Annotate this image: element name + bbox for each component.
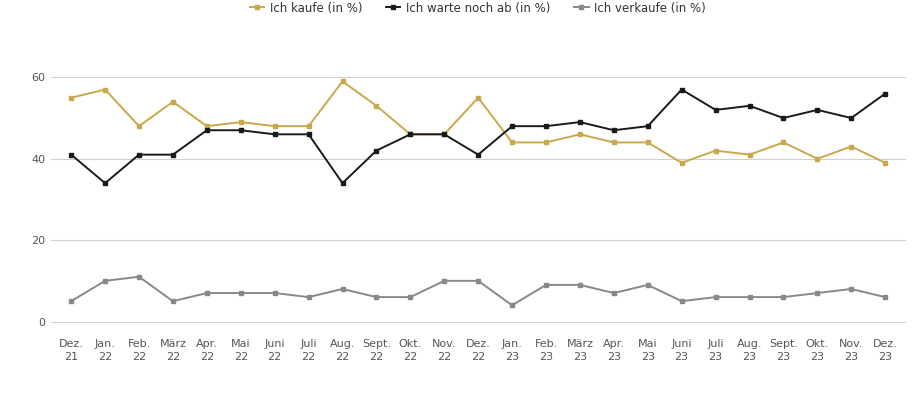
Ich kaufe (in %) — [371, 103, 382, 108]
Ich warte noch ab (in %) — [439, 132, 450, 137]
Ich kaufe (in %) — [744, 152, 755, 157]
Ich kaufe (in %) — [66, 95, 77, 100]
Ich kaufe (in %) — [473, 95, 484, 100]
Ich warte noch ab (in %) — [812, 107, 823, 112]
Ich kaufe (in %) — [201, 124, 213, 129]
Ich kaufe (in %) — [167, 99, 178, 104]
Ich kaufe (in %) — [812, 156, 823, 161]
Ich kaufe (in %) — [642, 140, 653, 145]
Ich verkaufe (in %) — [845, 287, 857, 291]
Ich kaufe (in %) — [710, 148, 721, 153]
Ich kaufe (in %) — [303, 124, 314, 129]
Ich warte noch ab (in %) — [575, 120, 586, 125]
Ich warte noch ab (in %) — [845, 116, 857, 120]
Ich warte noch ab (in %) — [337, 181, 348, 186]
Ich warte noch ab (in %) — [100, 181, 111, 186]
Ich verkaufe (in %) — [506, 303, 517, 308]
Ich verkaufe (in %) — [642, 282, 653, 287]
Ich warte noch ab (in %) — [608, 128, 619, 133]
Ich verkaufe (in %) — [337, 287, 348, 291]
Ich warte noch ab (in %) — [236, 128, 247, 133]
Ich kaufe (in %) — [676, 160, 687, 165]
Ich verkaufe (in %) — [778, 295, 789, 300]
Ich verkaufe (in %) — [541, 282, 552, 287]
Ich kaufe (in %) — [575, 132, 586, 137]
Ich kaufe (in %) — [541, 140, 552, 145]
Ich warte noch ab (in %) — [676, 87, 687, 92]
Ich kaufe (in %) — [778, 140, 789, 145]
Ich verkaufe (in %) — [167, 299, 178, 304]
Ich warte noch ab (in %) — [167, 152, 178, 157]
Ich verkaufe (in %) — [744, 295, 755, 300]
Ich kaufe (in %) — [506, 140, 517, 145]
Ich warte noch ab (in %) — [541, 124, 552, 129]
Ich kaufe (in %) — [405, 132, 416, 137]
Ich kaufe (in %) — [236, 120, 247, 125]
Ich verkaufe (in %) — [439, 278, 450, 283]
Ich warte noch ab (in %) — [405, 132, 416, 137]
Ich warte noch ab (in %) — [133, 152, 144, 157]
Legend: Ich kaufe (in %), Ich warte noch ab (in %), Ich verkaufe (in %): Ich kaufe (in %), Ich warte noch ab (in … — [246, 0, 711, 20]
Ich verkaufe (in %) — [201, 291, 213, 295]
Ich verkaufe (in %) — [100, 278, 111, 283]
Ich verkaufe (in %) — [676, 299, 687, 304]
Ich warte noch ab (in %) — [710, 107, 721, 112]
Ich warte noch ab (in %) — [473, 152, 484, 157]
Ich kaufe (in %) — [608, 140, 619, 145]
Ich warte noch ab (in %) — [269, 132, 280, 137]
Ich kaufe (in %) — [100, 87, 111, 92]
Ich verkaufe (in %) — [812, 291, 823, 295]
Line: Ich kaufe (in %): Ich kaufe (in %) — [68, 79, 888, 165]
Line: Ich warte noch ab (in %): Ich warte noch ab (in %) — [68, 87, 888, 186]
Ich verkaufe (in %) — [236, 291, 247, 295]
Ich warte noch ab (in %) — [506, 124, 517, 129]
Ich kaufe (in %) — [133, 124, 144, 129]
Ich verkaufe (in %) — [269, 291, 280, 295]
Ich warte noch ab (in %) — [778, 116, 789, 120]
Ich verkaufe (in %) — [303, 295, 314, 300]
Ich kaufe (in %) — [337, 79, 348, 84]
Ich verkaufe (in %) — [473, 278, 484, 283]
Ich verkaufe (in %) — [371, 295, 382, 300]
Ich warte noch ab (in %) — [66, 152, 77, 157]
Line: Ich verkaufe (in %): Ich verkaufe (in %) — [68, 274, 888, 308]
Ich kaufe (in %) — [880, 160, 891, 165]
Ich verkaufe (in %) — [133, 274, 144, 279]
Ich verkaufe (in %) — [66, 299, 77, 304]
Ich verkaufe (in %) — [405, 295, 416, 300]
Ich warte noch ab (in %) — [744, 103, 755, 108]
Ich verkaufe (in %) — [608, 291, 619, 295]
Ich kaufe (in %) — [845, 144, 857, 149]
Ich kaufe (in %) — [439, 132, 450, 137]
Ich verkaufe (in %) — [880, 295, 891, 300]
Ich kaufe (in %) — [269, 124, 280, 129]
Ich warte noch ab (in %) — [880, 91, 891, 96]
Ich warte noch ab (in %) — [371, 148, 382, 153]
Ich verkaufe (in %) — [710, 295, 721, 300]
Ich warte noch ab (in %) — [303, 132, 314, 137]
Ich warte noch ab (in %) — [642, 124, 653, 129]
Ich verkaufe (in %) — [575, 282, 586, 287]
Ich warte noch ab (in %) — [201, 128, 213, 133]
